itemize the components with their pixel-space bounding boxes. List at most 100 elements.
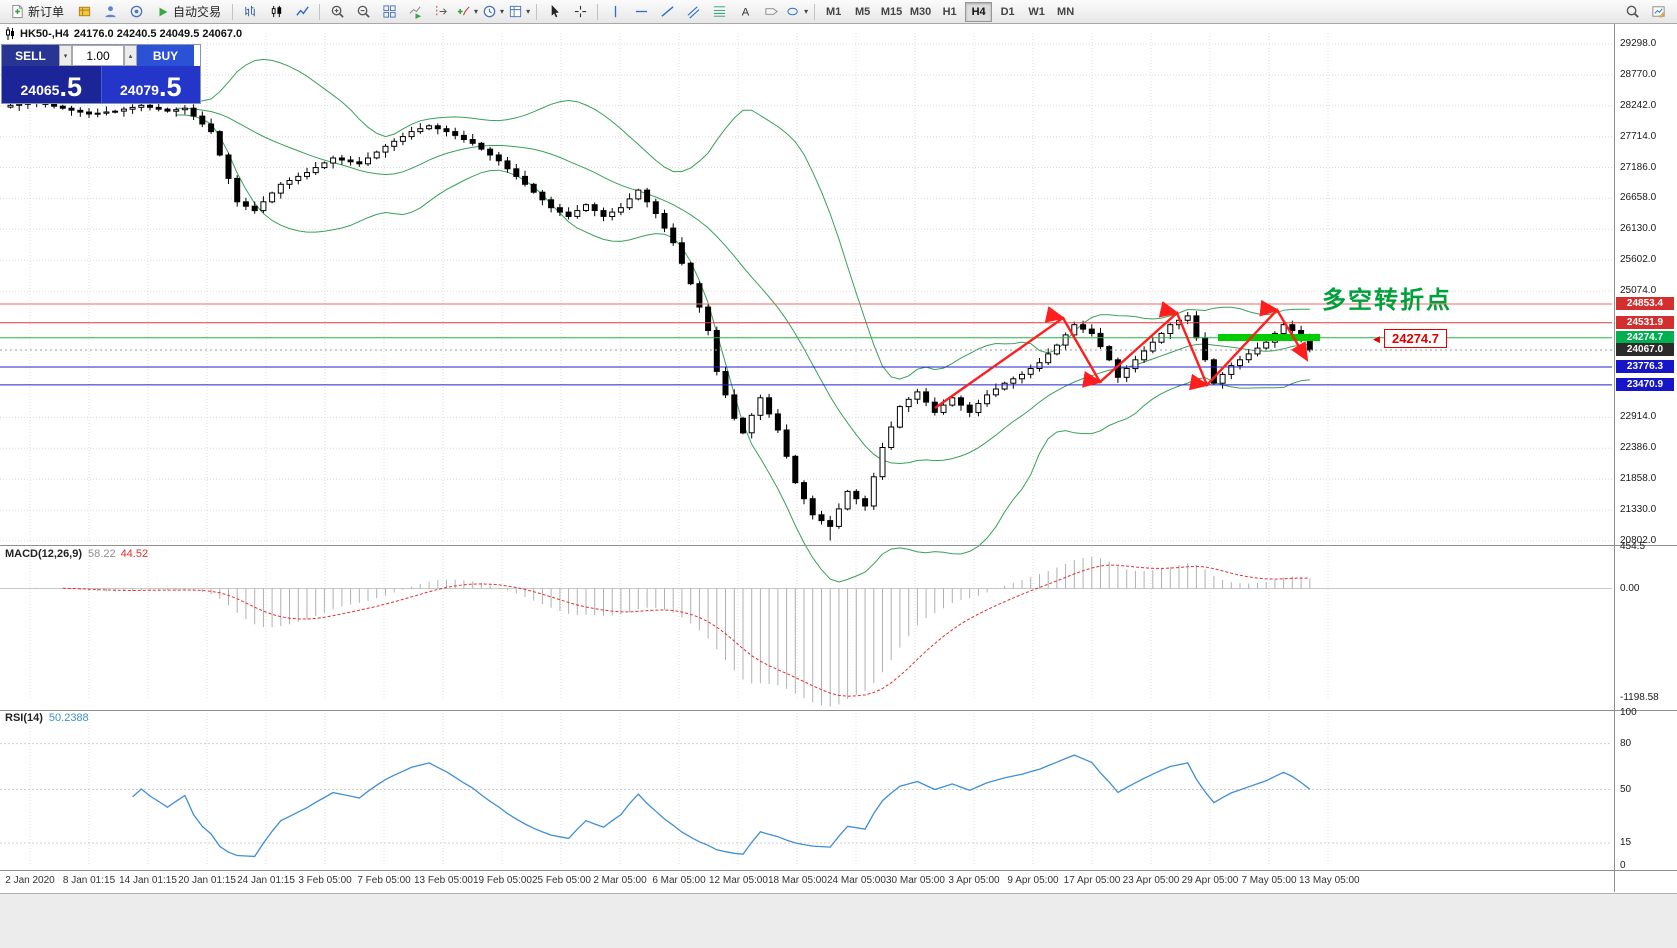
time-label: 24 Mar 05:00 [827,875,886,886]
time-label: 2 Jan 2020 [5,875,55,886]
rsi-axis-label: 80 [1620,737,1632,749]
search-icon [1625,4,1640,19]
text-label-icon [764,4,779,19]
price-axis-tick: 21858.0 [1620,473,1657,485]
line-chart-icon [295,4,310,19]
bar-chart-button[interactable] [238,1,262,23]
price-tag: 24853.4 [1616,296,1674,310]
clock-icon [482,4,497,19]
time-label: 7 Feb 05:00 [357,875,411,886]
sell-button[interactable]: SELL [2,45,59,66]
time-label: 17 Apr 05:00 [1063,875,1121,886]
toolbar-separator [232,3,234,20]
dropdown-arrow-icon: ▾ [804,6,809,16]
rsi-axis-label: 0 [1620,860,1626,871]
macd-panel-separator[interactable] [0,545,1677,546]
one-click-trading-panel: SELL ▾ ▴ BUY 24065.5 24079.5 [1,44,201,104]
price-tag: 23776.3 [1616,360,1674,373]
bar-chart-icon [243,4,258,19]
time-label: 30 Mar 05:00 [886,875,945,886]
horizontal-line-icon [634,4,649,19]
periods-button[interactable]: ▾ [481,1,505,23]
symbols-button[interactable] [72,1,96,23]
buy-price[interactable]: 24079.5 [101,66,200,103]
volume-input[interactable] [72,45,124,66]
timeframe-w1[interactable]: W1 [1028,5,1045,18]
new-chart-icon [1651,4,1666,19]
time-label: 2 Mar 05:00 [593,875,647,886]
macd-signal-value: 44.52 [120,548,149,560]
sell-price-fraction: .5 [59,72,82,102]
new-order-label: 新订单 [28,5,65,19]
buy-button[interactable]: BUY [137,45,194,66]
timeframe-m1[interactable]: M1 [825,5,842,18]
cursor-button[interactable] [542,1,566,23]
toolbar-separator [814,3,816,20]
text-button[interactable]: A [733,1,757,23]
vertical-line-button[interactable] [603,1,627,23]
auto-scroll-icon [408,4,423,19]
time-label: 24 Jan 01:15 [237,875,295,886]
rsi-panel-separator[interactable] [0,710,1677,711]
templates-button[interactable]: ▾ [507,1,531,23]
chart-area[interactable] [0,24,1612,870]
macd-axis-label: 454.5 [1620,541,1646,552]
fibonacci-button[interactable] [707,1,731,23]
zoom-in-icon [330,4,345,19]
line-chart-button[interactable] [290,1,314,23]
time-axis-separator [0,870,1677,871]
profiles-button[interactable] [98,1,122,23]
new-chart-button[interactable] [1646,1,1670,23]
crosshair-button[interactable] [568,1,592,23]
time-label: 8 Jan 01:15 [62,875,116,886]
macd-main-value: 58.22 [88,548,116,560]
volume-decrease-button[interactable]: ▾ [59,45,72,66]
time-label: 7 May 05:00 [1241,875,1297,886]
volume-increase-button[interactable]: ▴ [124,45,137,66]
timeframe-group: M1 M5 M15 M30 H1 H4 D1 W1 MN [819,1,1080,22]
price-axis-tick: 28242.0 [1620,99,1657,111]
channel-button[interactable] [681,1,705,23]
time-label: 13 May 05:00 [1299,875,1360,886]
price-tag: 24274.7 [1616,330,1674,344]
trade-panel-price-row: 24065.5 24079.5 [2,66,200,103]
turning-point-annotation: 多空转折点 [1322,287,1452,314]
zoom-out-button[interactable] [351,1,375,23]
timeframe-h4[interactable]: H4 [965,1,993,22]
trade-panel-header-row: SELL ▾ ▴ BUY [2,45,200,66]
market-watch-button[interactable] [124,1,148,23]
price-tag: 23470.9 [1616,377,1674,391]
time-label: 29 Apr 05:00 [1181,875,1239,886]
horizontal-line-button[interactable] [629,1,653,23]
price-axis-tick: 22386.0 [1620,442,1657,454]
timeframe-m30[interactable]: M30 [909,5,932,18]
shapes-button[interactable]: ▾ [785,1,809,23]
indicators-button[interactable]: ▾ [455,1,479,23]
price-axis[interactable] [1615,24,1677,892]
timeframe-mn[interactable]: MN [1057,5,1075,18]
trendline-button[interactable] [655,1,679,23]
new-order-button[interactable]: 新订单 [4,1,70,23]
auto-trading-label: 自动交易 [173,5,222,19]
zoom-in-button[interactable] [325,1,349,23]
timeframe-h1[interactable]: H1 [942,5,957,18]
timeframe-m15[interactable]: M15 [880,5,903,18]
text-label-button[interactable] [759,1,783,23]
chart-shift-icon [434,4,449,19]
chart-shift-button[interactable] [429,1,453,23]
text-icon: A [738,4,753,19]
toolbar-separator [597,3,599,20]
candlestick-icon [269,4,284,19]
price-axis-tick: 28770.0 [1620,68,1657,80]
time-label: 9 Apr 05:00 [1007,875,1059,886]
timeframe-m5[interactable]: M5 [854,5,871,18]
time-label: 14 Jan 01:15 [119,875,177,886]
timeframe-d1[interactable]: D1 [1000,5,1015,18]
search-button[interactable] [1620,1,1644,23]
sell-price[interactable]: 24065.5 [2,66,102,103]
auto-scroll-button[interactable] [403,1,427,23]
candlestick-chart-button[interactable] [264,1,288,23]
time-label: 3 Apr 05:00 [948,875,1000,886]
tile-windows-button[interactable] [377,1,401,23]
auto-trading-button[interactable]: 自动交易 [150,1,227,23]
